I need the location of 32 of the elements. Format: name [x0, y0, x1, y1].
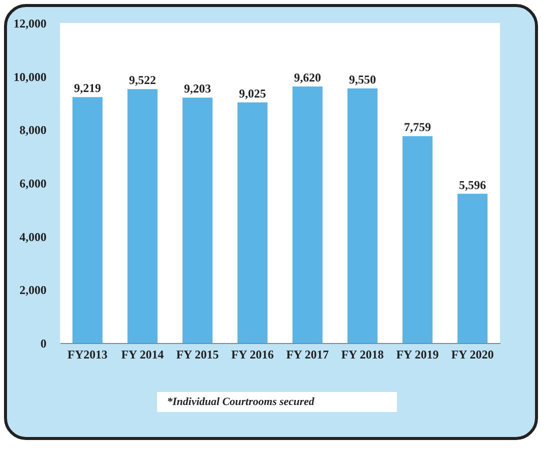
y-tick-label: 10,000	[14, 70, 46, 84]
data-label: 5,596	[459, 178, 486, 192]
x-tick-label: FY 2015	[176, 348, 219, 362]
x-tick-label: FY 2016	[231, 348, 274, 362]
data-label: 9,620	[294, 70, 321, 84]
x-tick-label: FY 2017	[286, 348, 329, 362]
bar	[348, 88, 378, 343]
x-tick-label: FY 2014	[121, 348, 164, 362]
x-tick-label: FY 2018	[341, 348, 384, 362]
data-label: 9,025	[239, 86, 266, 100]
data-label: 9,550	[349, 72, 376, 86]
data-label: 9,203	[184, 82, 211, 96]
text: *Individual Courtrooms secured	[157, 392, 397, 412]
bar	[238, 102, 268, 343]
bar	[128, 89, 158, 343]
bar	[72, 97, 102, 343]
data-label: 9,522	[129, 73, 156, 88]
y-tick-label: 6,000	[20, 176, 46, 190]
data-label: 7,759	[404, 120, 431, 134]
x-tick-label: FY 2019	[396, 348, 439, 362]
y-tick-label: 0	[40, 336, 46, 350]
y-tick-label: 8,000	[20, 123, 46, 138]
x-tick-label: FY2013	[68, 348, 108, 362]
bar	[402, 136, 432, 343]
x-tick-label: FY 2020	[451, 348, 494, 362]
y-tick-label: 2,000	[20, 283, 46, 298]
y-tick-label: 4,000	[20, 230, 46, 244]
bar	[292, 86, 322, 343]
bar	[182, 98, 212, 343]
data-label: 9,219	[74, 81, 101, 96]
bar	[458, 194, 488, 343]
y-tick-label: 12,000	[14, 16, 46, 30]
